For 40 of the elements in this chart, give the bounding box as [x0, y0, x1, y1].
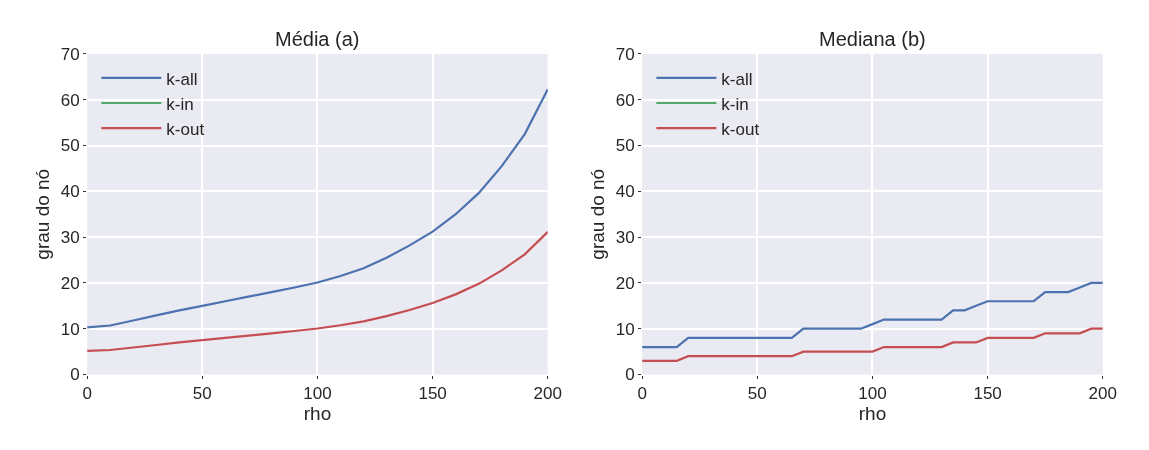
- x-axis-title: rho: [303, 402, 332, 424]
- x-tick-label: 150: [418, 383, 447, 403]
- chart-title: Mediana (b): [819, 28, 926, 50]
- x-tick-label: 200: [533, 383, 562, 403]
- y-axis-title: grau do nó: [586, 168, 608, 260]
- x-tick-label: 150: [973, 383, 1002, 403]
- y-tick-label: 60: [60, 90, 80, 110]
- y-tick-label: 10: [60, 319, 80, 339]
- y-tick-label: 20: [615, 273, 635, 293]
- y-tick-label: 40: [60, 182, 80, 202]
- legend-label: k-out: [721, 119, 760, 139]
- line-series: [642, 281, 1103, 349]
- x-tick-label: 100: [303, 383, 332, 403]
- y-tick-label: 30: [60, 228, 80, 248]
- x-tick-label: 50: [192, 383, 212, 403]
- y-tick-label: 60: [615, 90, 635, 110]
- legend-label: k-in: [721, 94, 749, 114]
- y-tick-label: 0: [70, 365, 80, 385]
- line-series: [87, 230, 548, 353]
- x-tick-label: 50: [747, 383, 767, 403]
- legend-label: k-in: [166, 94, 194, 114]
- y-axis-title: grau do nó: [31, 168, 53, 260]
- x-tick-label: 100: [858, 383, 887, 403]
- x-axis-title: rho: [858, 402, 887, 424]
- y-tick-label: 10: [615, 319, 635, 339]
- y-tick-label: 20: [60, 273, 80, 293]
- legend-label: k-all: [166, 69, 198, 89]
- line-series: [87, 88, 548, 329]
- line-series: [642, 327, 1103, 362]
- y-tick-label: 40: [615, 182, 635, 202]
- y-tick-label: 50: [615, 136, 635, 156]
- y-tick-label: 70: [60, 44, 80, 64]
- chart-title: Média (a): [275, 28, 360, 50]
- legend-label: k-out: [166, 119, 205, 139]
- y-tick-label: 50: [60, 136, 80, 156]
- x-tick-label: 200: [1088, 383, 1117, 403]
- legend-label: k-all: [721, 69, 753, 89]
- y-tick-label: 30: [615, 228, 635, 248]
- y-tick-label: 70: [615, 44, 635, 64]
- y-tick-label: 0: [625, 365, 635, 385]
